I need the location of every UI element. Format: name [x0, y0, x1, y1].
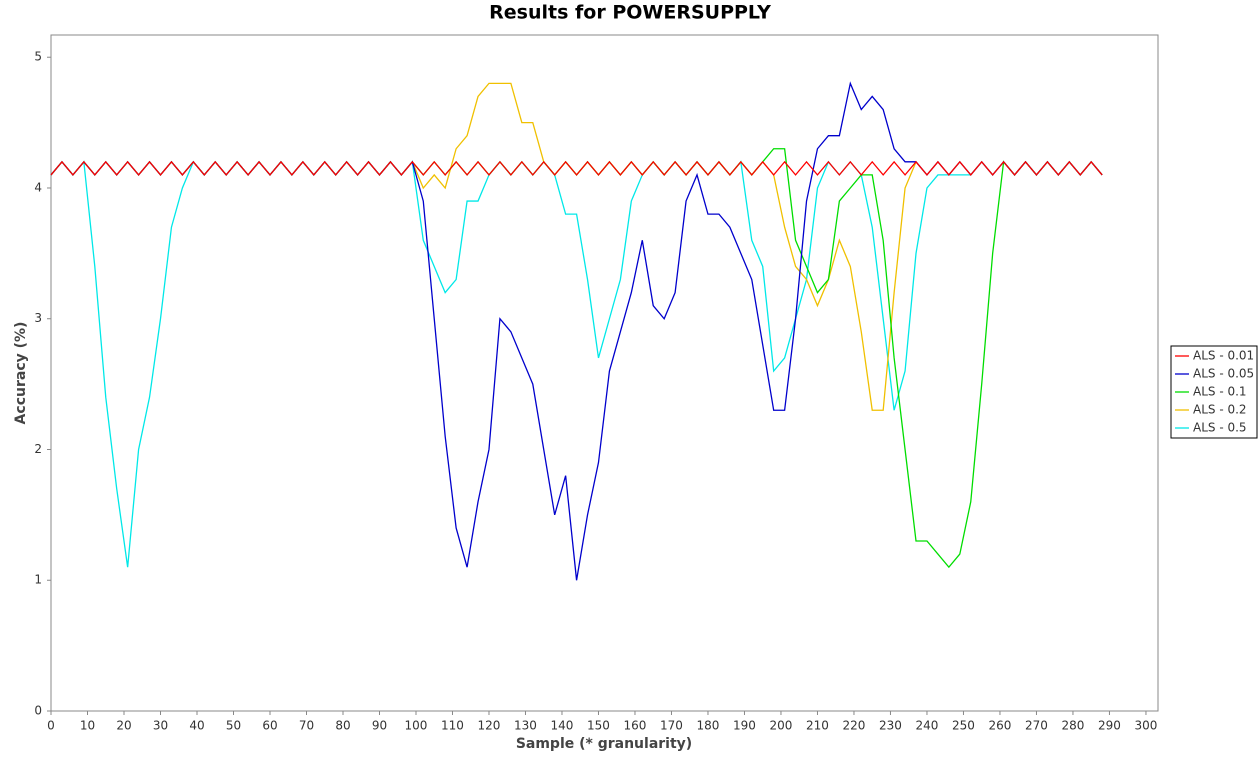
legend-label: ALS - 0.2 — [1193, 403, 1247, 417]
x-tick-label: 240 — [916, 719, 939, 733]
x-tick-label: 10 — [80, 719, 95, 733]
y-tick-label: 0 — [34, 704, 42, 718]
y-tick-label: 1 — [34, 573, 42, 587]
x-tick-label: 90 — [372, 719, 387, 733]
x-tick-label: 0 — [47, 719, 55, 733]
x-tick-label: 160 — [624, 719, 647, 733]
x-tick-label: 60 — [262, 719, 277, 733]
y-tick-label: 2 — [34, 442, 42, 456]
plot-area — [50, 34, 1159, 712]
x-tick-label: 130 — [514, 719, 537, 733]
y-tick-label: 4 — [34, 180, 42, 194]
y-tick-label: 5 — [34, 50, 42, 64]
x-tick-label: 210 — [806, 719, 829, 733]
x-tick-label: 280 — [1062, 719, 1085, 733]
y-axis-label: Accuracy (%) — [13, 322, 29, 425]
x-tick-label: 120 — [478, 719, 501, 733]
x-tick-label: 230 — [879, 719, 902, 733]
legend-label: ALS - 0.01 — [1193, 349, 1254, 363]
x-tick-label: 180 — [697, 719, 720, 733]
legend-label: ALS - 0.05 — [1193, 367, 1254, 381]
x-tick-label: 20 — [116, 719, 131, 733]
x-tick-label: 250 — [952, 719, 975, 733]
x-tick-label: 140 — [551, 719, 574, 733]
y-tick-label: 3 — [34, 311, 42, 325]
x-tick-label: 300 — [1135, 719, 1158, 733]
x-tick-label: 290 — [1098, 719, 1121, 733]
legend-label: ALS - 0.1 — [1193, 385, 1247, 399]
x-tick-label: 50 — [226, 719, 241, 733]
x-tick-label: 110 — [441, 719, 464, 733]
x-axis-label: Sample (* granularity) — [516, 736, 692, 752]
x-tick-label: 200 — [770, 719, 793, 733]
x-tick-label: 40 — [189, 719, 204, 733]
x-tick-label: 270 — [1025, 719, 1048, 733]
x-tick-label: 100 — [405, 719, 428, 733]
x-tick-label: 30 — [153, 719, 168, 733]
x-tick-label: 70 — [299, 719, 314, 733]
x-tick-label: 190 — [733, 719, 756, 733]
legend-label: ALS - 0.5 — [1193, 421, 1247, 435]
x-tick-label: 80 — [335, 719, 350, 733]
x-tick-label: 260 — [989, 719, 1012, 733]
x-tick-label: 170 — [660, 719, 683, 733]
series-line — [50, 160, 1103, 176]
x-tick-label: 220 — [843, 719, 866, 733]
x-tick-label: 150 — [587, 719, 610, 733]
chart-title: Results for POWERSUPPLY — [489, 2, 771, 24]
